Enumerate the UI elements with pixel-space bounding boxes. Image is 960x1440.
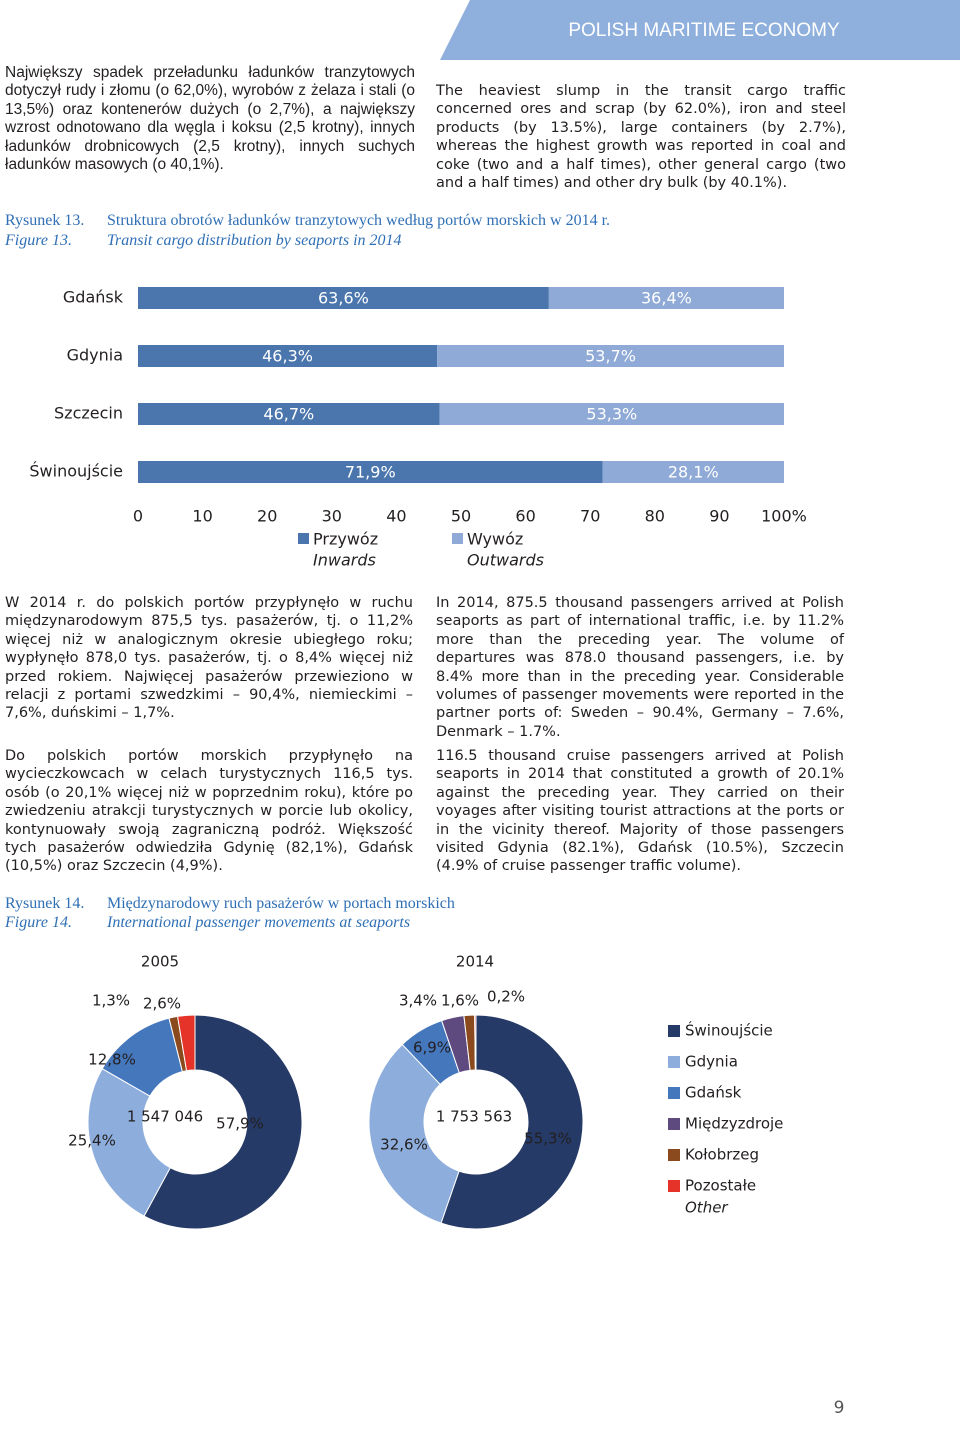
legend-label: Pozostałe (685, 1177, 756, 1195)
value-label: 71,9% (345, 463, 396, 482)
legend-swatch (668, 1087, 680, 1099)
page-number: 9 (834, 1398, 845, 1418)
x-tick-label: 100% (761, 507, 807, 526)
value-label: 12,8% (88, 1051, 136, 1069)
legend-label: Gdańsk (685, 1084, 742, 1102)
value-label: 53,3% (586, 405, 637, 424)
figure-caption: Struktura obrotów ładunków tranzytowych … (107, 212, 611, 229)
x-tick-label: 30 (322, 507, 342, 526)
value-label: 3,4% (399, 992, 437, 1010)
header-title: POLISH MARITIME ECONOMY (568, 20, 840, 41)
bar-segment (437, 345, 784, 367)
bar-segment (548, 287, 784, 309)
x-tick-label: 70 (580, 507, 600, 526)
value-label: 46,3% (262, 347, 313, 366)
paragraph: The heaviest slump in the transit cargo … (436, 83, 846, 192)
value-label: 55,3% (524, 1130, 572, 1148)
bar-segment (138, 461, 603, 483)
figure-caption: Międzynarodowy ruch pasażerów w portach … (107, 895, 455, 912)
value-label: 53,7% (585, 347, 636, 366)
value-label: 1,3% (92, 992, 130, 1010)
value-label: 57,9% (216, 1115, 264, 1133)
donut-slice (87, 1068, 171, 1217)
value-label: 28,1% (668, 463, 719, 482)
bar-segment (138, 287, 549, 309)
x-tick-label: 50 (451, 507, 471, 526)
value-label: 0,2% (487, 988, 525, 1006)
bar-segment (138, 345, 438, 367)
legend-label: Świnoujście (685, 1021, 773, 1040)
paragraph: W 2014 r. do polskich portów przypłynęło… (5, 595, 413, 722)
donut-slice (474, 1014, 477, 1071)
donut-slice (368, 1043, 460, 1224)
figure-label: Rysunek 14. (5, 895, 85, 912)
x-tick-label: 20 (257, 507, 277, 526)
legend-label: Wywóz (467, 530, 523, 549)
legend-swatch (668, 1149, 680, 1161)
x-tick-label: 40 (386, 507, 406, 526)
category-label: Świnoujście (29, 462, 123, 481)
figure-caption: International passenger movements at sea… (107, 914, 411, 931)
value-label: 6,9% (413, 1039, 451, 1057)
legend-swatch (298, 533, 309, 544)
figure-label: Rysunek 13. (5, 212, 85, 229)
legend-label: Outwards (467, 551, 544, 570)
header-band (440, 0, 960, 60)
donut-slice (177, 1014, 196, 1072)
value-label: 2,6% (143, 995, 181, 1013)
legend-label: Kołobrzeg (685, 1146, 759, 1164)
legend-label: Inwards (313, 551, 376, 570)
x-tick-label: 10 (192, 507, 212, 526)
donut-slice (440, 1014, 584, 1230)
category-label: Gdynia (67, 346, 123, 365)
donut-title: 2014 (456, 953, 494, 971)
legend-swatch (668, 1180, 680, 1192)
legend-swatch (668, 1056, 680, 1068)
value-label: 46,7% (263, 405, 314, 424)
x-tick-label: 0 (133, 507, 143, 526)
value-label: 63,6% (318, 289, 369, 308)
legend-swatch (452, 533, 463, 544)
bar-segment (439, 403, 784, 425)
legend-label: Other (685, 1199, 728, 1217)
bar-segment (602, 461, 784, 483)
legend-label: Międzyzdroje (685, 1115, 783, 1133)
category-label: Gdańsk (63, 288, 124, 307)
paragraph: 116.5 thousand cruise passengers arrived… (436, 748, 844, 875)
paragraph: Do polskich portów morskich przypłynęło … (5, 748, 413, 875)
paragraph: In 2014, 875.5 thousand passengers arriv… (436, 595, 844, 740)
figure-label: Figure 14. (5, 914, 72, 931)
x-tick-label: 90 (709, 507, 729, 526)
donut-center-label: 1 547 046 (127, 1108, 203, 1126)
legend-label: Gdynia (685, 1053, 738, 1071)
paragraph: Największy spadek przeładunku ładunków t… (5, 64, 415, 174)
value-label: 36,4% (641, 289, 692, 308)
donut-title: 2005 (141, 953, 179, 971)
value-label: 25,4% (68, 1132, 116, 1150)
value-label: 1,6% (441, 992, 479, 1010)
value-label: 32,6% (380, 1136, 428, 1154)
legend-label: Przywóz (313, 530, 378, 549)
donut-slice (143, 1014, 303, 1230)
figure-caption: Transit cargo distribution by seaports i… (107, 232, 402, 249)
legend-swatch (668, 1118, 680, 1130)
figure-label: Figure 13. (5, 232, 72, 249)
x-tick-label: 60 (515, 507, 535, 526)
category-label: Szczecin (54, 404, 123, 423)
x-tick-label: 80 (645, 507, 665, 526)
bar-segment (138, 403, 440, 425)
legend-swatch (668, 1025, 680, 1037)
donut-center-label: 1 753 563 (436, 1108, 512, 1126)
